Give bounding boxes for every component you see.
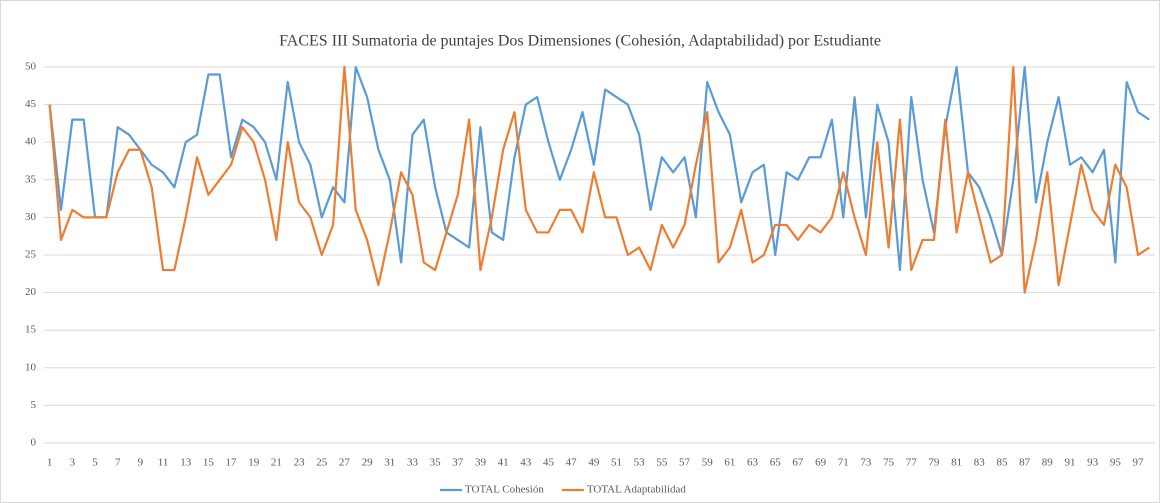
chart-title: FACES III Sumatoria de puntajes Dos Dime… [279,33,881,50]
y-tick-label: 5 [31,399,37,411]
x-tick-label: 69 [815,457,827,469]
x-tick-label: 83 [974,457,986,469]
x-tick-label: 13 [180,457,192,469]
x-tick-label: 31 [384,457,395,469]
x-tick-label: 39 [475,457,487,469]
legend-label: TOTAL Adaptabilidad [587,484,687,496]
x-tick-label: 49 [588,457,600,469]
x-tick-label: 57 [679,457,691,469]
x-tick-label: 3 [70,457,76,469]
y-tick-label: 0 [31,437,37,449]
x-tick-label: 67 [792,457,804,469]
y-tick-label: 50 [25,61,37,73]
x-tick-label: 55 [656,457,668,469]
legend-label: TOTAL Cohesión [465,484,544,496]
x-tick-label: 95 [1110,457,1122,469]
y-tick-label: 40 [25,136,37,148]
x-tick-label: 23 [294,457,306,469]
x-tick-label: 11 [158,457,169,469]
x-tick-label: 47 [566,457,578,469]
x-tick-label: 59 [702,457,714,469]
x-tick-label: 97 [1132,457,1144,469]
x-tick-label: 27 [339,457,351,469]
x-tick-label: 1 [47,457,53,469]
x-tick-label: 21 [271,457,282,469]
x-tick-label: 9 [138,457,144,469]
x-tick-label: 61 [724,457,735,469]
y-tick-label: 35 [25,173,37,185]
y-tick-label: 30 [25,211,37,223]
x-tick-label: 73 [860,457,872,469]
series-line [48,65,1150,294]
x-tick-label: 35 [430,457,442,469]
series-line [48,65,1150,272]
x-tick-label: 45 [543,457,555,469]
x-tick-label: 75 [883,457,895,469]
x-tick-label: 77 [906,457,918,469]
x-tick-label: 37 [452,457,464,469]
x-tick-label: 63 [747,457,759,469]
x-tick-label: 51 [611,457,622,469]
x-tick-label: 43 [520,457,532,469]
x-tick-label: 33 [407,457,419,469]
x-tick-label: 5 [92,457,98,469]
x-tick-label: 79 [928,457,940,469]
x-tick-label: 15 [203,457,215,469]
x-tick-label: 85 [996,457,1008,469]
x-tick-label: 29 [362,457,374,469]
y-tick-label: 10 [25,361,37,373]
x-tick-label: 7 [115,457,121,469]
x-tick-label: 71 [838,457,849,469]
x-tick-label: 65 [770,457,782,469]
x-tick-label: 89 [1042,457,1054,469]
y-tick-label: 45 [25,98,37,110]
x-tick-label: 53 [634,457,646,469]
x-tick-label: 25 [316,457,328,469]
x-tick-label: 93 [1087,457,1099,469]
x-tick-label: 41 [498,457,509,469]
x-tick-label: 19 [248,457,260,469]
y-tick-label: 20 [25,286,37,298]
x-tick-label: 87 [1019,457,1031,469]
y-tick-label: 25 [25,249,37,261]
x-tick-label: 81 [951,457,962,469]
x-tick-label: 91 [1064,457,1075,469]
y-tick-label: 15 [25,324,37,336]
x-tick-label: 17 [226,457,238,469]
